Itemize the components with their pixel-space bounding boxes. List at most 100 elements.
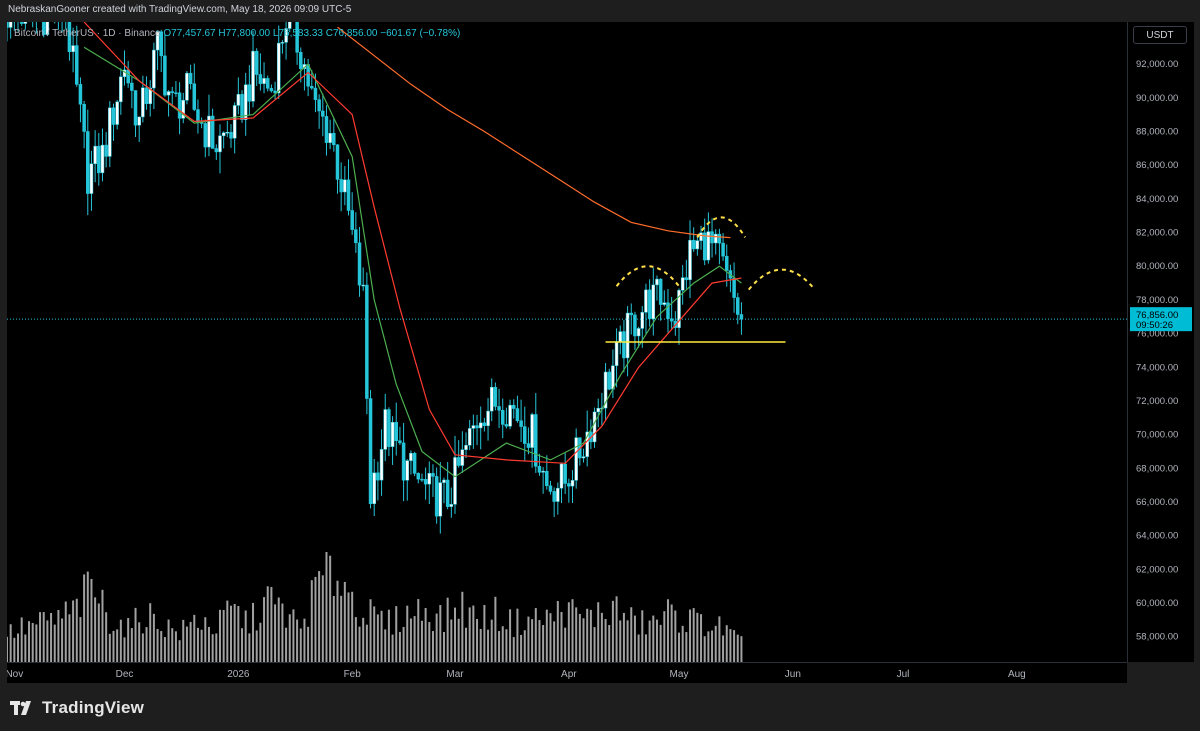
volume-bar [241, 628, 244, 662]
volume-bar [79, 617, 82, 662]
volume-bar [740, 636, 743, 662]
time-scale-labels: Nov Dec 2026 Feb Mar Apr May Jun Jul Aug [5, 669, 1025, 680]
time-tick-label: Feb [344, 669, 362, 680]
volume-bar [689, 609, 692, 662]
price-tick-label: 82,000.00 [1136, 228, 1178, 239]
volume-bar [461, 591, 464, 662]
candle-down [346, 179, 351, 211]
volume-bar [644, 634, 647, 662]
last-price-label: 76,856.00 [1136, 310, 1178, 321]
volume-bar [534, 608, 537, 662]
candle-down [174, 92, 178, 94]
volume-bar [182, 619, 185, 662]
candle-up [185, 72, 189, 101]
time-tick-label: Mar [446, 669, 464, 680]
candle-up [108, 107, 112, 157]
candle-up [71, 45, 75, 52]
left-shoulder-arc[interactable] [615, 265, 680, 287]
volume-bar [681, 625, 684, 662]
volume-bar [442, 632, 445, 662]
volume-bar [237, 605, 240, 662]
volume-bar [42, 612, 45, 662]
candle-down [269, 88, 274, 92]
candle-down [111, 107, 116, 125]
volume-bar [28, 621, 31, 662]
volume-bar [61, 618, 64, 662]
volume-bar [108, 633, 111, 662]
volume-bar [707, 631, 710, 662]
candle-down [350, 210, 354, 230]
candle-up [611, 365, 615, 390]
candle-down [456, 457, 461, 466]
volume-bar [207, 626, 210, 662]
candle-down [192, 83, 197, 110]
price-chart[interactable] [7, 22, 1127, 662]
volume-bar [270, 587, 273, 662]
volume-bar [512, 637, 515, 662]
volume-bar [200, 629, 203, 662]
candle-up [585, 431, 589, 457]
candle-up [232, 105, 237, 139]
volume-bar [101, 589, 104, 662]
right-shoulder-arc[interactable] [748, 268, 816, 291]
candle-up [592, 411, 597, 443]
volume-bar [39, 612, 42, 662]
volume-bar [608, 625, 611, 662]
candle-up [119, 76, 123, 103]
candle-down [475, 425, 479, 429]
price-scale[interactable]: 58,000.00 60,000.00 62,000.00 64,000.00 66,0… [1127, 22, 1194, 662]
candle-up [372, 472, 376, 504]
candle-down [313, 87, 318, 100]
price-tick-label: 60,000.00 [1136, 598, 1178, 609]
price-tick-label: 74,000.00 [1136, 362, 1178, 373]
chart-pane[interactable] [7, 22, 1127, 662]
time-scale[interactable]: Nov Dec 2026 Feb Mar Apr May Jun Jul Aug [5, 662, 1127, 683]
candle-down [412, 453, 417, 474]
candle-down [545, 470, 549, 487]
candle-up [695, 240, 700, 250]
candle-down [75, 45, 79, 85]
volume-bar [116, 629, 119, 662]
volume-bar [678, 632, 680, 662]
candle-up [409, 453, 413, 461]
candle-down [357, 242, 362, 286]
price-tick-label: 62,000.00 [1136, 564, 1178, 575]
volume-bar [373, 606, 376, 662]
volume-bar [50, 612, 53, 662]
volume-bar [630, 607, 633, 662]
candle-up [390, 422, 395, 447]
candle-down [420, 478, 424, 481]
head-arc[interactable] [696, 216, 746, 238]
candle-down [669, 318, 674, 322]
volume-bar [637, 634, 640, 662]
volume-bar [134, 607, 137, 662]
candle-up [221, 132, 226, 137]
chart-header: NebraskanGooner created with TradingView… [8, 4, 352, 15]
candle-down [523, 426, 527, 444]
volume-bar [494, 596, 497, 662]
volume-bar [380, 610, 383, 662]
volume-bar [450, 619, 453, 662]
currency-button[interactable]: USDT [1133, 26, 1187, 44]
volume-bar [611, 600, 614, 662]
candle-down [240, 94, 244, 120]
candle-up [379, 449, 384, 481]
volume-bar [545, 609, 548, 662]
volume-bar [233, 603, 236, 662]
volume-bar [633, 615, 636, 662]
volume-bar [718, 616, 721, 662]
volume-bars [7, 552, 743, 662]
candle-up [596, 408, 600, 413]
candle-down [365, 284, 369, 399]
volume-bar [123, 637, 126, 662]
candle-up [115, 101, 119, 125]
candle-down [548, 485, 553, 492]
candle-down [130, 82, 134, 91]
candle-down [170, 91, 174, 93]
time-tick-label: May [670, 669, 689, 680]
candle-down [41, 22, 46, 35]
volume-bar [112, 630, 115, 662]
volume-bar [465, 627, 468, 662]
volume-bar [413, 616, 416, 662]
volume-bar [94, 597, 97, 662]
